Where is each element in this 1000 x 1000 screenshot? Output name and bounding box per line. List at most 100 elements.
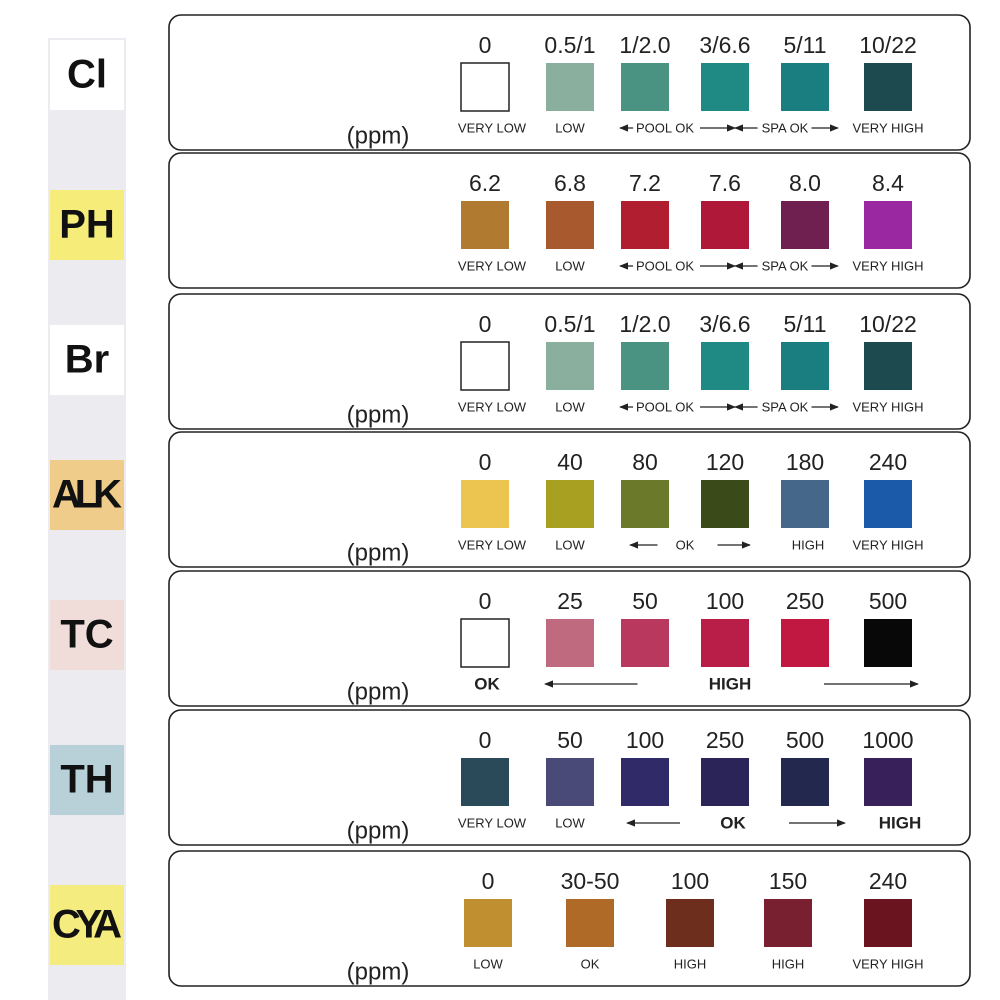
swatch-value: 500 bbox=[786, 727, 824, 753]
range-label: OK bbox=[676, 537, 695, 552]
color-swatch bbox=[864, 342, 912, 390]
color-swatch bbox=[666, 899, 714, 947]
color-swatch bbox=[546, 342, 594, 390]
color-swatch bbox=[701, 758, 749, 806]
range-label: VERY LOW bbox=[458, 537, 527, 552]
color-swatch bbox=[621, 63, 669, 111]
strip-label: ALK bbox=[52, 473, 122, 517]
swatch-value: 100 bbox=[671, 868, 709, 894]
range-label: HIGH bbox=[709, 674, 752, 693]
range-label: SPA OK bbox=[762, 258, 809, 273]
swatch-value: 0 bbox=[479, 311, 492, 337]
color-swatch bbox=[566, 899, 614, 947]
swatch-value: 240 bbox=[869, 449, 907, 475]
swatch-value: 10/22 bbox=[859, 311, 917, 337]
range-label: VERY HIGH bbox=[852, 399, 923, 414]
swatch-value: 100 bbox=[626, 727, 664, 753]
swatch-value: 1000 bbox=[862, 727, 913, 753]
strip-label: PH bbox=[59, 203, 115, 247]
range-label: OK bbox=[581, 956, 600, 971]
color-swatch bbox=[864, 201, 912, 249]
range-label: HIGH bbox=[772, 956, 805, 971]
color-swatch bbox=[781, 619, 829, 667]
swatch-value: 25 bbox=[557, 588, 583, 614]
range-label: VERY HIGH bbox=[852, 258, 923, 273]
swatch-value: 100 bbox=[706, 588, 744, 614]
strip-label: Br bbox=[65, 338, 109, 382]
color-swatch bbox=[464, 899, 512, 947]
strip-pad bbox=[50, 885, 124, 965]
range-label: OK bbox=[474, 674, 500, 693]
swatch-value: 0 bbox=[479, 727, 492, 753]
strip-pad bbox=[50, 745, 124, 815]
strip-pad bbox=[50, 190, 124, 260]
swatch-value: 8.4 bbox=[872, 170, 904, 196]
unit-label: (ppm) bbox=[347, 539, 410, 566]
range-label: VERY HIGH bbox=[852, 956, 923, 971]
swatch-value: 240 bbox=[869, 868, 907, 894]
range-label: POOL OK bbox=[636, 120, 694, 135]
strip-label: TH bbox=[60, 758, 113, 802]
swatch-value: 10/22 bbox=[859, 32, 917, 58]
color-swatch bbox=[621, 201, 669, 249]
swatch-value: 30-50 bbox=[561, 868, 620, 894]
swatch-value: 3/6.6 bbox=[699, 311, 750, 337]
range-label: POOL OK bbox=[636, 258, 694, 273]
strip-pad bbox=[50, 600, 124, 670]
swatch-value: 40 bbox=[557, 449, 583, 475]
swatch-value: 3/6.6 bbox=[699, 32, 750, 58]
swatch-value: 0 bbox=[479, 588, 492, 614]
color-swatch bbox=[864, 480, 912, 528]
color-swatch bbox=[864, 619, 912, 667]
range-label: VERY LOW bbox=[458, 399, 527, 414]
swatch-value: 0 bbox=[479, 32, 492, 58]
swatch-value: 250 bbox=[786, 588, 824, 614]
color-swatch bbox=[546, 758, 594, 806]
swatch-value: 0 bbox=[482, 868, 495, 894]
swatch-value: 50 bbox=[632, 588, 658, 614]
range-label: LOW bbox=[555, 815, 585, 830]
color-swatch bbox=[461, 480, 509, 528]
swatch-value: 6.2 bbox=[469, 170, 501, 196]
range-label: VERY LOW bbox=[458, 815, 527, 830]
range-label: HIGH bbox=[792, 537, 825, 552]
swatch-value: 50 bbox=[557, 727, 583, 753]
swatch-value: 0 bbox=[479, 449, 492, 475]
swatch-value: 150 bbox=[769, 868, 807, 894]
range-label: HIGH bbox=[879, 813, 922, 832]
swatch-value: 0.5/1 bbox=[544, 32, 595, 58]
color-swatch bbox=[701, 619, 749, 667]
swatch-value: 6.8 bbox=[554, 170, 586, 196]
color-swatch bbox=[546, 480, 594, 528]
strip-pad bbox=[50, 460, 124, 530]
unit-label: (ppm) bbox=[347, 678, 410, 705]
swatch-value: 8.0 bbox=[789, 170, 821, 196]
range-label: SPA OK bbox=[762, 120, 809, 135]
range-label: LOW bbox=[555, 258, 585, 273]
color-swatch bbox=[460, 62, 510, 112]
swatch-value: 5/11 bbox=[783, 311, 826, 337]
range-label: LOW bbox=[473, 956, 503, 971]
strip-label: Cl bbox=[67, 53, 107, 97]
range-label: VERY LOW bbox=[458, 120, 527, 135]
color-swatch bbox=[546, 201, 594, 249]
unit-label: (ppm) bbox=[347, 958, 410, 985]
color-swatch bbox=[864, 758, 912, 806]
color-swatch bbox=[781, 63, 829, 111]
color-swatch bbox=[864, 63, 912, 111]
unit-label: (ppm) bbox=[347, 817, 410, 844]
strip-label: CYA bbox=[52, 903, 122, 947]
swatch-value: 250 bbox=[706, 727, 744, 753]
color-swatch bbox=[460, 341, 510, 391]
color-swatch bbox=[701, 342, 749, 390]
color-swatch bbox=[460, 618, 510, 668]
swatch-value: 7.2 bbox=[629, 170, 661, 196]
swatch-value: 80 bbox=[632, 449, 658, 475]
strip-label: TC bbox=[60, 613, 113, 657]
range-label: LOW bbox=[555, 120, 585, 135]
swatch-value: 0.5/1 bbox=[544, 311, 595, 337]
color-swatch bbox=[546, 619, 594, 667]
strip-pad bbox=[50, 40, 124, 110]
strip-pad bbox=[50, 325, 124, 395]
